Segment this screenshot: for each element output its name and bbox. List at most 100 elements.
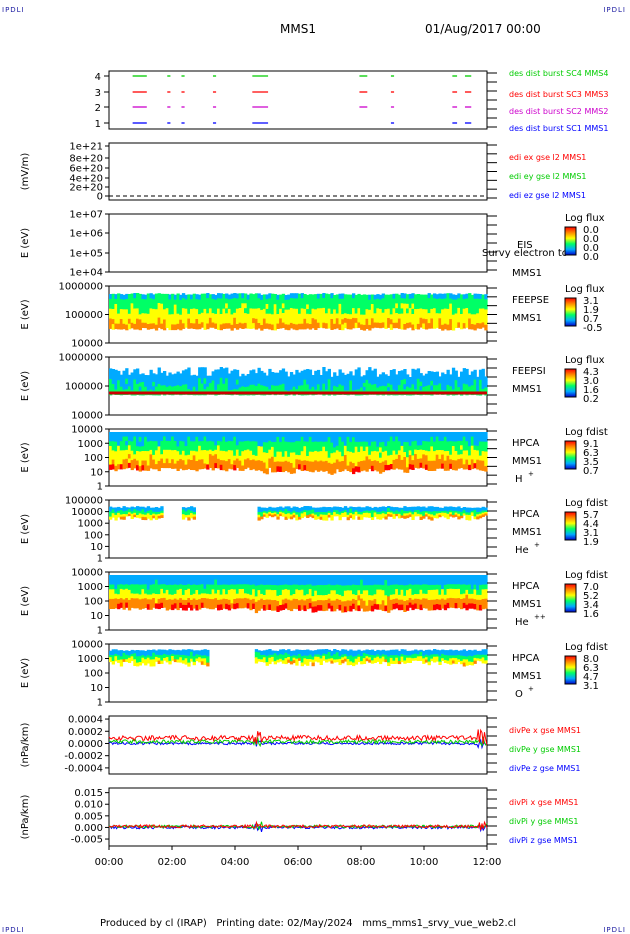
corner-label-top-right: IPDLI bbox=[603, 6, 626, 14]
divpi-legend-entry: divPi y gse MMS1 bbox=[509, 817, 578, 826]
x-axis-tick-label: 00:00 bbox=[95, 857, 124, 868]
eis-colorbar bbox=[564, 226, 577, 256]
hpca_o-spectrogram bbox=[109, 649, 488, 667]
hpca_o-instrument-label: HPCA bbox=[512, 653, 540, 664]
divpi-legend-entry: divPi x gse MMS1 bbox=[509, 798, 578, 807]
hpca_o-ytick-label: 10 bbox=[90, 683, 103, 694]
hpca_he2-ytick-label: 10000 bbox=[71, 568, 103, 579]
x-axis-tick-label: 08:00 bbox=[347, 857, 376, 868]
hpca_o-ytick-label: 1 bbox=[97, 698, 103, 709]
divpe-series-line bbox=[108, 728, 488, 746]
burst-ytick-label: 3 bbox=[95, 88, 101, 99]
feepsi-ytick-label: 10000 bbox=[71, 411, 103, 422]
edi-legend-entry: edi ez gse l2 MMS1 bbox=[509, 191, 586, 200]
hpca_h-colorbar bbox=[564, 440, 577, 470]
x-axis-tick-label: 04:00 bbox=[221, 857, 250, 868]
divpe-ytick-label: -0.0004 bbox=[64, 763, 103, 774]
feepse-colorbar-title: Log flux bbox=[565, 284, 605, 295]
feepse-colorbar-tick: 3.1 bbox=[583, 296, 599, 307]
divpi-ytick-label: -0.005 bbox=[71, 835, 103, 846]
hpca_he-spacecraft-label: MMS1 bbox=[512, 527, 542, 538]
edi-legend-entry: edi ex gse l2 MMS1 bbox=[509, 153, 586, 162]
hpca_h-colorbar-tick: 0.7 bbox=[583, 466, 599, 477]
hpca_he-ytick-label: 100 bbox=[84, 530, 103, 541]
divpi-ytick-label: 0.010 bbox=[74, 800, 103, 811]
hpca_he2-ytick-label: 100 bbox=[84, 597, 103, 608]
divpi-ytick-label: 0.015 bbox=[74, 788, 103, 799]
hpca_he2-instrument-label: HPCA bbox=[512, 581, 540, 592]
divpe-legend-entry: divPe z gse MMS1 bbox=[509, 764, 580, 773]
eis-right-ticks bbox=[487, 215, 497, 271]
burst-ytick-label: 2 bbox=[95, 103, 101, 114]
edi-ytick-label: 0 bbox=[97, 192, 103, 203]
hpca_h-colorbar-tick: 6.3 bbox=[583, 448, 599, 459]
edi-ylabel: (mV/m) bbox=[20, 153, 31, 191]
eis-instrument-label: EIS bbox=[517, 240, 533, 251]
divpe-frame bbox=[108, 715, 488, 775]
hpca_he-colorbar-tick: 5.7 bbox=[583, 510, 599, 521]
feepsi-ytick-label: 100000 bbox=[65, 382, 103, 393]
eis-ytick-label: 1e+07 bbox=[69, 210, 103, 221]
date-title: 01/Aug/2017 00:00 bbox=[425, 22, 541, 36]
edi-ytick-label: 6e+20 bbox=[69, 164, 103, 175]
divpe-ylabel: (nPa/km) bbox=[20, 723, 31, 768]
hpca_he-charge-label: + bbox=[534, 541, 540, 549]
hpca_o-ytick-label: 100 bbox=[84, 669, 103, 680]
hpca_he2-species-label: He bbox=[515, 617, 529, 628]
burst-right-ticks bbox=[487, 72, 497, 128]
x-axis-tick-label: 06:00 bbox=[284, 857, 313, 868]
feepsi-colorbar-tick: 0.2 bbox=[583, 394, 599, 405]
feepse-colorbar-tick: 0.7 bbox=[583, 314, 599, 325]
divpi-series-line bbox=[108, 820, 488, 831]
burst-ytick-label: 4 bbox=[95, 72, 101, 83]
hpca_he2-ytick-label: 1 bbox=[97, 626, 103, 637]
hpca_h-right-ticks bbox=[487, 430, 497, 485]
edi-right-ticks bbox=[487, 144, 497, 199]
hpca_o-species-label: O bbox=[515, 689, 523, 700]
corner-label-top-left: IPDLI bbox=[2, 6, 25, 14]
hpca_he-ytick-label: 10000 bbox=[71, 507, 103, 518]
corner-label-bottom-right: IPDLI bbox=[603, 926, 626, 934]
hpca_h-instrument-label: HPCA bbox=[512, 438, 540, 449]
hpca_o-colorbar-tick: 6.3 bbox=[583, 663, 599, 674]
hpca_he-colorbar bbox=[564, 511, 577, 541]
hpca_he2-colorbar-tick: 5.2 bbox=[583, 591, 599, 602]
hpca_h-colorbar-tick: 9.1 bbox=[583, 439, 599, 450]
hpca_he-ytick-label: 10 bbox=[90, 542, 103, 553]
burst-legend-entry: des dist burst SC3 MMS3 bbox=[509, 90, 608, 99]
hpca_h-ytick-label: 10 bbox=[90, 467, 103, 478]
hpca_o-colorbar bbox=[564, 655, 577, 685]
eis-colorbar-tick: 0.0 bbox=[583, 243, 599, 254]
divpe-legend-entry: divPe y gse MMS1 bbox=[509, 745, 581, 754]
eis-ytick-label: 1e+05 bbox=[69, 249, 103, 260]
spacecraft-title: MMS1 bbox=[280, 22, 316, 36]
hpca_he2-ytick-label: 10 bbox=[90, 611, 103, 622]
divpi-legend-entry: divPi z gse MMS1 bbox=[509, 836, 578, 845]
hpca_he2-colorbar-tick: 1.6 bbox=[583, 609, 599, 620]
feepse-ylabel: E (eV) bbox=[20, 299, 31, 329]
eis-spacecraft-label: MMS1 bbox=[512, 268, 542, 279]
hpca_h-colorbar-title: Log fdist bbox=[565, 427, 608, 438]
divpi-ytick-label: 0.000 bbox=[74, 823, 103, 834]
hpca_o-colorbar-title: Log fdist bbox=[565, 642, 608, 653]
eis-colorbar-tick: 0.0 bbox=[583, 225, 599, 236]
edi-ytick-label: 8e+20 bbox=[69, 154, 103, 165]
corner-label-bottom-left: IPDLI bbox=[2, 926, 25, 934]
edi-ytick-label: 2e+20 bbox=[69, 183, 103, 194]
divpe-series-line bbox=[109, 736, 488, 748]
hpca_he2-colorbar-tick: 7.0 bbox=[583, 582, 599, 593]
feepse-colorbar bbox=[564, 297, 577, 327]
feepse-ytick-label: 1000000 bbox=[58, 282, 103, 293]
eis-ytick-label: 1e+04 bbox=[69, 268, 103, 279]
hpca_he2-ylabel: E (eV) bbox=[20, 586, 31, 616]
divpi-ylabel: (nPa/km) bbox=[20, 795, 31, 840]
hpca_h-ytick-label: 10000 bbox=[71, 425, 103, 436]
hpca_o-colorbar-tick: 3.1 bbox=[583, 681, 599, 692]
hpca_he-ytick-label: 1000 bbox=[78, 519, 103, 530]
hpca_he-colorbar-tick: 4.4 bbox=[583, 519, 599, 530]
hpca_he2-charge-label: ++ bbox=[534, 613, 546, 621]
divpe-ytick-label: 0.0004 bbox=[68, 715, 103, 726]
hpca_h-ylabel: E (eV) bbox=[20, 442, 31, 472]
x-axis-tick-label: 12:00 bbox=[473, 857, 502, 868]
feepsi-spacecraft-label: MMS1 bbox=[512, 384, 542, 395]
